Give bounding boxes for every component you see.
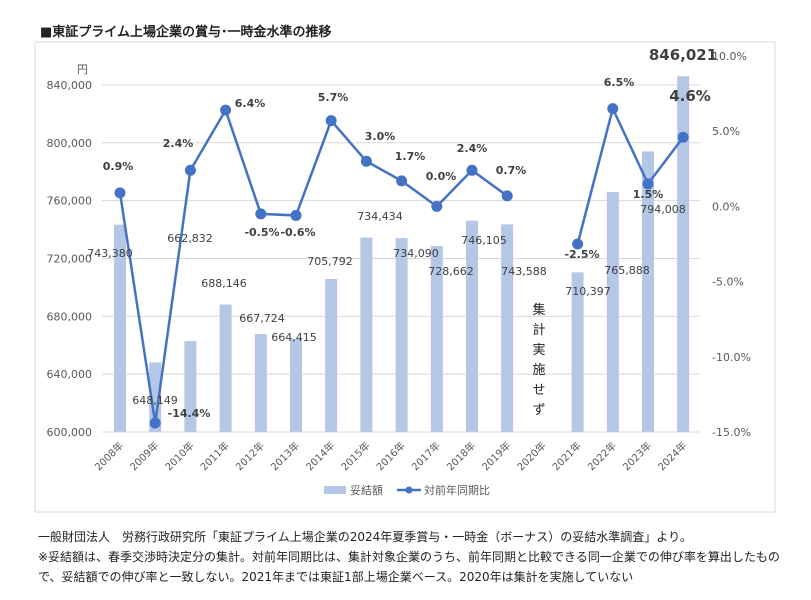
bar	[325, 279, 338, 432]
line-data-label: 0.7%	[496, 164, 527, 177]
left-tick-label: 640,000	[47, 368, 93, 381]
line-data-label: 1.5%	[633, 188, 664, 201]
line-point	[220, 104, 232, 116]
chart: 743,380 648,149 662,832 688,146 667,724 664,4…	[34, 41, 776, 513]
left-tick-label: 600,000	[47, 426, 93, 439]
bar-data-label: 664,415	[271, 331, 317, 344]
bar-data-label: 846,021	[649, 46, 717, 64]
line-point	[642, 178, 654, 190]
line-data-label: 4.6%	[669, 87, 711, 105]
line-data-label: 3.0%	[365, 130, 396, 143]
line-data-label: -2.5%	[564, 248, 599, 261]
bar-data-label: 743,380	[87, 247, 133, 260]
legend-line-label: 対前年同期比	[424, 483, 490, 497]
chart-title: ■東証プライム上場企業の賞与･一時金水準の推移	[40, 25, 332, 40]
bar	[184, 341, 197, 432]
line-point	[677, 131, 689, 143]
line-data-label: 5.7%	[318, 91, 349, 104]
bar	[149, 362, 162, 432]
line-point	[396, 175, 408, 187]
series-line	[576, 104, 685, 245]
legend-bar-swatch	[324, 486, 346, 494]
left-tick-label: 800,000	[47, 137, 93, 150]
bar-data-label: 710,397	[565, 285, 611, 298]
line-data-label: 0.0%	[426, 170, 457, 183]
right-tick-label: 10.0%	[712, 50, 747, 63]
bar-data-label: 728,662	[428, 265, 474, 278]
annotation-char: 施	[532, 363, 545, 378]
annotation-char: ず	[532, 403, 545, 418]
line-data-label: 6.4%	[235, 97, 266, 110]
footnote: ※妥結額は、春季交渉時決定分の集計。対前年同期比は、集計対象企業のうち、前年同期…	[38, 550, 780, 584]
bar	[501, 224, 514, 432]
line-point	[431, 200, 443, 212]
line-point	[501, 190, 513, 202]
bar-data-label: 648,149	[132, 394, 178, 407]
series-line	[118, 107, 508, 424]
bar-data-label: 734,090	[393, 247, 439, 260]
source-notes: 一般財団法人 労務行政研究所「東証プライム上場企業の2024年夏季賞与・一時金（…	[38, 527, 798, 587]
line-data-label: 6.5%	[604, 76, 635, 89]
bar-data-label: 705,792	[307, 255, 353, 268]
bar	[430, 245, 443, 432]
right-tick-label: 0.0%	[712, 200, 740, 213]
bar-data-label: 743,588	[501, 265, 547, 278]
annotation-char: 集	[532, 302, 545, 318]
bar-data-label: 765,888	[604, 264, 650, 277]
bar	[219, 304, 232, 432]
bar	[360, 237, 373, 432]
bar	[466, 220, 478, 432]
line-point	[572, 238, 584, 250]
legend-line-marker	[405, 486, 413, 494]
line-point	[607, 103, 619, 115]
left-tick-label: 840,000	[47, 79, 93, 92]
bar-data-label: 734,434	[357, 210, 403, 223]
line-data-label: -0.6%	[280, 226, 315, 239]
bar	[642, 151, 654, 433]
source-note: 一般財団法人 労務行政研究所「東証プライム上場企業の2024年夏季賞与・一時金（…	[38, 530, 692, 544]
right-tick-label: -10.0%	[712, 351, 751, 364]
right-tick-label: 5.0%	[712, 125, 740, 138]
left-tick-label: 760,000	[47, 195, 93, 208]
line-data-label: 2.4%	[457, 142, 488, 155]
line-point	[149, 417, 161, 429]
line-point	[114, 187, 126, 199]
line-data-label: 0.9%	[103, 160, 134, 173]
right-tick-label: -15.0%	[712, 426, 751, 439]
bar	[254, 334, 267, 432]
annotation-char: せ	[532, 383, 545, 398]
line-data-label: -0.5%	[244, 226, 279, 239]
bar	[114, 224, 126, 432]
bar	[395, 238, 408, 432]
bar-data-label: 667,724	[239, 312, 285, 325]
line-point	[184, 164, 196, 176]
annotation-char: 実	[532, 342, 545, 358]
right-tick-label: -5.0%	[712, 276, 744, 289]
line-point	[290, 209, 302, 221]
line-point	[360, 155, 372, 167]
annotation-char: 計	[532, 322, 545, 338]
line-point	[466, 164, 478, 176]
bar	[677, 76, 690, 432]
line-data-label: -14.4%	[168, 407, 211, 420]
bar	[571, 272, 584, 432]
line-point	[255, 208, 267, 220]
bar	[606, 192, 619, 432]
line-data-label: 2.4%	[163, 137, 194, 150]
line-data-label: 1.7%	[395, 150, 426, 163]
bar-data-label: 746,105	[461, 234, 507, 247]
left-tick-label: 680,000	[47, 310, 93, 323]
bar-data-label: 662,832	[167, 232, 213, 245]
bar-data-label: 794,008	[640, 203, 686, 216]
line-point	[325, 115, 337, 127]
left-tick-label: 720,000	[47, 252, 93, 265]
bar	[290, 338, 302, 432]
left-axis-unit: 円	[77, 63, 88, 76]
legend-bar-label: 妥結額	[350, 483, 383, 497]
bar-data-label: 688,146	[201, 277, 247, 290]
